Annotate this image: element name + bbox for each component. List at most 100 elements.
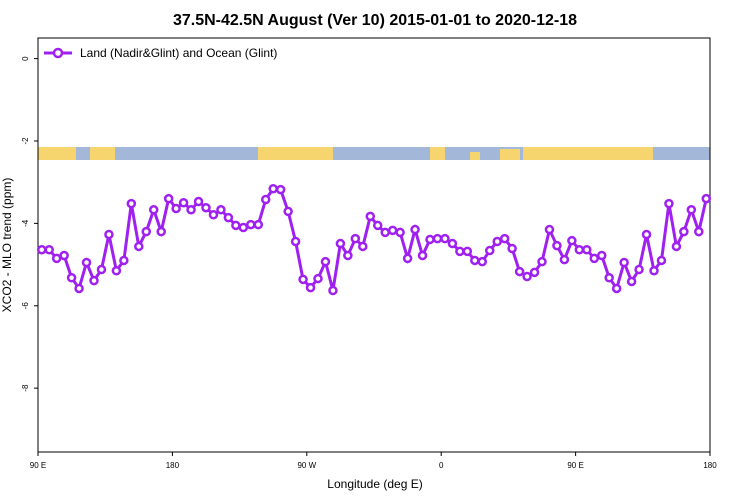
y-axis-label: XCO2 - MLO trend (ppm) (0, 178, 14, 313)
data-point (119, 255, 129, 266)
data-point (596, 250, 607, 261)
data-point (537, 256, 547, 267)
data-point (507, 243, 517, 254)
data-point (656, 255, 667, 266)
data-point (686, 205, 697, 215)
data-point (626, 276, 637, 287)
data-point (679, 226, 689, 237)
data-point (201, 202, 211, 213)
y-tick-label: -4 (21, 219, 30, 227)
data-point (305, 282, 316, 293)
data-point (343, 250, 353, 261)
data-point (89, 275, 99, 286)
data-point (126, 198, 137, 209)
data-point (589, 253, 600, 264)
data-point (514, 266, 525, 277)
data-point (134, 241, 144, 252)
data-point (619, 257, 629, 268)
data-point (492, 236, 502, 247)
x-tick-label: 0 (439, 461, 444, 470)
data-point (268, 184, 278, 194)
data-point (559, 254, 570, 265)
data-point (522, 271, 532, 282)
data-point (611, 283, 622, 294)
data-point (664, 198, 674, 209)
data-point (335, 238, 346, 249)
data-point (74, 283, 84, 294)
data-point (156, 226, 166, 237)
data-point (671, 241, 682, 252)
data-point (246, 219, 256, 230)
data-point (350, 233, 361, 244)
data-point (141, 226, 152, 237)
data-point (111, 265, 122, 276)
data-point (649, 265, 659, 276)
land (90, 147, 115, 160)
data-point (328, 285, 338, 296)
data-point (66, 272, 77, 283)
data-point (380, 227, 390, 238)
data-point (387, 225, 398, 236)
data-point (395, 227, 405, 238)
data-point (290, 236, 301, 247)
x-tick-label: 180 (166, 461, 180, 470)
data-point (484, 245, 495, 256)
data-point (36, 244, 47, 255)
data-point (694, 226, 704, 237)
data-point (283, 206, 293, 217)
data-point (582, 244, 592, 255)
land (38, 147, 76, 160)
y-tick-label: 0 (21, 56, 30, 61)
y-tick-label: -2 (21, 137, 30, 145)
land (258, 147, 333, 160)
data-point (477, 256, 488, 267)
data-point (358, 241, 368, 252)
data-point (275, 184, 286, 195)
data-point (238, 222, 249, 233)
x-tick-label: 180 (703, 461, 717, 470)
land (470, 152, 480, 160)
data-point (186, 205, 196, 215)
data-point (59, 250, 69, 261)
data-point (447, 238, 458, 249)
data-point (231, 220, 241, 231)
data-point (462, 246, 473, 257)
y-tick-label: -6 (21, 302, 30, 310)
legend-marker (52, 47, 64, 59)
x-tick-label: 90 W (297, 461, 316, 470)
land (430, 147, 445, 160)
data-point (178, 198, 189, 208)
data-point (410, 224, 420, 235)
data-point (313, 273, 323, 284)
data-point (171, 203, 181, 214)
data-point (253, 219, 264, 230)
data-point (44, 244, 54, 255)
data-point (372, 220, 383, 231)
data-point (104, 229, 114, 240)
data-point (216, 205, 226, 215)
data-point (544, 224, 555, 235)
data-point (51, 253, 62, 264)
data-point (440, 233, 450, 244)
y-tick-label: -8 (21, 384, 30, 392)
land (523, 147, 653, 160)
x-tick-label: 90 E (567, 461, 583, 470)
data-point (567, 235, 577, 246)
data-point (432, 233, 443, 244)
data-point (529, 267, 540, 278)
data-point (96, 264, 107, 275)
data-point (193, 196, 204, 207)
data-point (455, 246, 465, 257)
data-point (260, 194, 271, 205)
data-point (470, 255, 480, 266)
data-point (163, 193, 174, 204)
x-axis-label: Longitude (deg E) (327, 477, 422, 491)
chart-title: 37.5N-42.5N August (Ver 10) 2015-01-01 t… (173, 12, 577, 29)
map-strip (38, 147, 710, 160)
data-point (425, 234, 435, 245)
x-tick-label: 90 E (30, 461, 46, 470)
data-point (552, 240, 562, 251)
data-point (81, 257, 92, 268)
data-point (641, 229, 652, 240)
